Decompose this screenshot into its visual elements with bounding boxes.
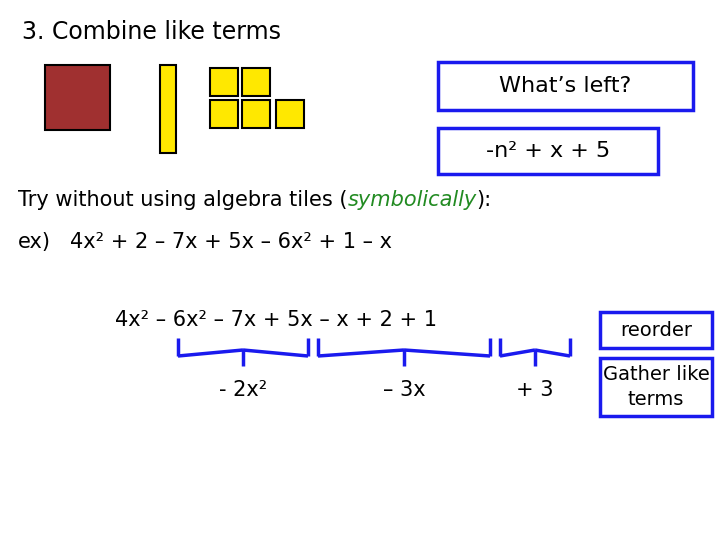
FancyBboxPatch shape xyxy=(160,65,176,153)
FancyBboxPatch shape xyxy=(45,65,110,130)
Text: Try without using algebra tiles (: Try without using algebra tiles ( xyxy=(18,190,348,210)
Text: ):: ): xyxy=(477,190,492,210)
FancyBboxPatch shape xyxy=(242,68,270,96)
Text: symbolically: symbolically xyxy=(348,190,477,210)
FancyBboxPatch shape xyxy=(210,68,238,96)
Text: reorder: reorder xyxy=(620,321,692,340)
Text: 3. Combine like terms: 3. Combine like terms xyxy=(22,20,281,44)
Text: ex): ex) xyxy=(18,232,51,252)
Text: What’s left?: What’s left? xyxy=(500,76,631,96)
Text: - 2x²: - 2x² xyxy=(219,380,267,400)
FancyBboxPatch shape xyxy=(600,358,712,416)
Text: 4x² + 2 – 7x + 5x – 6x² + 1 – x: 4x² + 2 – 7x + 5x – 6x² + 1 – x xyxy=(70,232,392,252)
FancyBboxPatch shape xyxy=(242,100,270,128)
Text: -n² + x + 5: -n² + x + 5 xyxy=(486,141,610,161)
FancyBboxPatch shape xyxy=(210,100,238,128)
Text: – 3x: – 3x xyxy=(383,380,426,400)
Text: 4x² – 6x² – 7x + 5x – x + 2 + 1: 4x² – 6x² – 7x + 5x – x + 2 + 1 xyxy=(115,310,437,330)
FancyBboxPatch shape xyxy=(600,312,712,348)
FancyBboxPatch shape xyxy=(276,100,304,128)
FancyBboxPatch shape xyxy=(438,128,658,174)
Text: Gather like
terms: Gather like terms xyxy=(603,365,709,409)
Text: + 3: + 3 xyxy=(516,380,554,400)
FancyBboxPatch shape xyxy=(438,62,693,110)
